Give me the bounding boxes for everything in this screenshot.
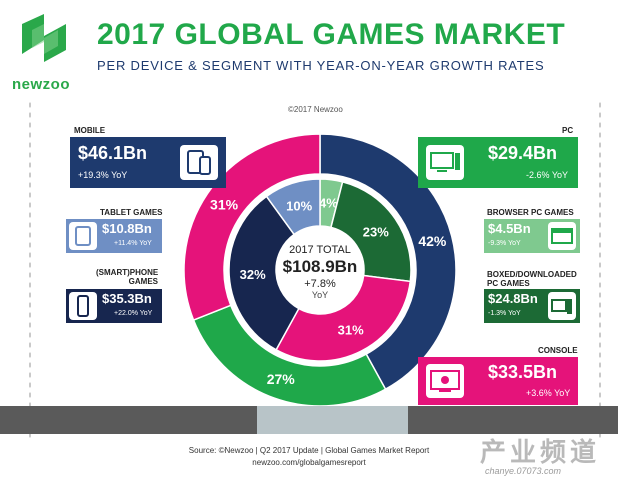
tablet-growth: +11.4% YoY: [114, 240, 152, 247]
boxed-box: $24.8Bn -1.3% YoY: [484, 289, 580, 323]
pc-growth: -2.6% YoY: [526, 170, 569, 180]
phone-box: $35.3Bn +22.0% YoY: [66, 289, 162, 323]
outer-label-mobile: 42%: [418, 233, 447, 249]
console-label: CONSOLE: [538, 346, 578, 355]
pc-box: $29.4Bn -2.6% YoY: [418, 137, 578, 188]
image-band: [0, 406, 618, 434]
source-note: Source: ©Newzoo | Q2 2017 Update | Globa…: [188, 446, 430, 455]
pc-value: $29.4Bn: [488, 143, 558, 163]
outer-label-pc: 27%: [267, 371, 296, 387]
watermark-url: chanye.07073.com: [485, 466, 562, 476]
mobile-box: $46.1Bn +19.3% YoY: [70, 137, 226, 188]
brand-name: newzoo: [12, 76, 70, 93]
boxed-label: BOXED/DOWNLOADED PC GAMES: [487, 270, 577, 288]
console-value: $33.5Bn: [488, 362, 558, 382]
boxed-label-line-1: BOXED/DOWNLOADED: [487, 270, 577, 279]
decorative-dots-right: [598, 100, 602, 440]
page-title: 2017 GLOBAL GAMES MARKET: [97, 18, 566, 51]
browser-label: BROWSER PC GAMES: [487, 208, 574, 217]
console-icon-card: [426, 364, 464, 398]
newzoo-logo-icon: [22, 14, 66, 62]
inner-label-smart-phone-games: 32%: [240, 267, 266, 282]
boxed-value: $24.8Bn: [488, 291, 538, 306]
phone-growth: +22.0% YoY: [114, 310, 153, 317]
boxed-growth: -1.3% YoY: [488, 310, 521, 317]
browser-icon-card: [548, 222, 576, 250]
tv-controller-icon: [430, 370, 460, 392]
inner-slice-boxed-downloaded-pc-games: [330, 180, 412, 283]
browser-window-icon: [551, 228, 573, 244]
inner-label-tablet-games: 10%: [286, 198, 312, 213]
browser-growth: -9.3% YoY: [488, 240, 521, 247]
center-total-label: 2017 TOTAL: [289, 244, 351, 256]
tablet-icon-card: [69, 222, 97, 250]
phone-label: (SMART)PHONE GAMES: [96, 268, 158, 286]
donut-center-hole: [277, 227, 363, 313]
tablet-label: TABLET GAMES: [100, 208, 163, 217]
smartphone-icon: [77, 295, 89, 317]
pc-tower-icon: [551, 299, 572, 314]
mobile-label: MOBILE: [74, 126, 106, 135]
inner-slice-console: [275, 274, 412, 362]
inner-label-browser-pc-games: 4%: [319, 196, 338, 211]
desktop-pc-icon: [430, 152, 460, 172]
console-growth: +3.6% YoY: [526, 388, 571, 398]
phone-label-line-2: GAMES: [128, 277, 158, 286]
outer-label-console: 31%: [210, 197, 239, 213]
pc-label: PC: [562, 126, 574, 135]
mobile-value: $46.1Bn: [78, 143, 148, 163]
phone-value: $35.3Bn: [102, 291, 152, 306]
decorative-dots-left: [28, 100, 32, 440]
tablet-box: $10.8Bn +11.4% YoY: [66, 219, 162, 253]
page-subtitle: PER DEVICE & SEGMENT WITH YEAR-ON-YEAR G…: [97, 58, 545, 73]
browser-value: $4.5Bn: [488, 221, 531, 236]
inner-slice-tablet-games: [265, 178, 321, 236]
center-total-value: $108.9Bn: [282, 257, 358, 276]
phone-icon-card: [69, 292, 97, 320]
center-total-growth: +7.8%: [304, 278, 336, 290]
center-total-growth-unit: YoY: [311, 290, 329, 300]
inner-label-boxed-downloaded-pc-games: 23%: [363, 225, 389, 240]
tablet-value: $10.8Bn: [102, 221, 152, 236]
copyright-note: ©2017 Newzoo: [288, 105, 343, 114]
pc-icon-card: [426, 145, 464, 180]
mobile-icon-card: [180, 145, 218, 180]
watermark-text: 产业频道: [480, 438, 601, 468]
mobile-growth: +19.3% YoY: [78, 170, 128, 180]
inner-label-console: 31%: [338, 323, 364, 338]
console-box: $33.5Bn +3.6% YoY: [418, 357, 578, 405]
phone-label-line-1: (SMART)PHONE: [96, 268, 159, 277]
tablet-icon: [75, 226, 91, 246]
source-url: newzoo.com/globalgamesreport: [252, 458, 366, 467]
mobile-devices-icon: [187, 150, 211, 175]
boxed-icon-card: [548, 292, 576, 320]
inner-slice-smart-phone-games: [228, 195, 300, 351]
boxed-label-line-2: PC GAMES: [487, 279, 530, 288]
image-band-highlight: [257, 406, 408, 434]
center-total: 2017 TOTAL $108.9Bn +7.8% YoY: [265, 244, 375, 300]
browser-box: $4.5Bn -9.3% YoY: [484, 219, 580, 253]
